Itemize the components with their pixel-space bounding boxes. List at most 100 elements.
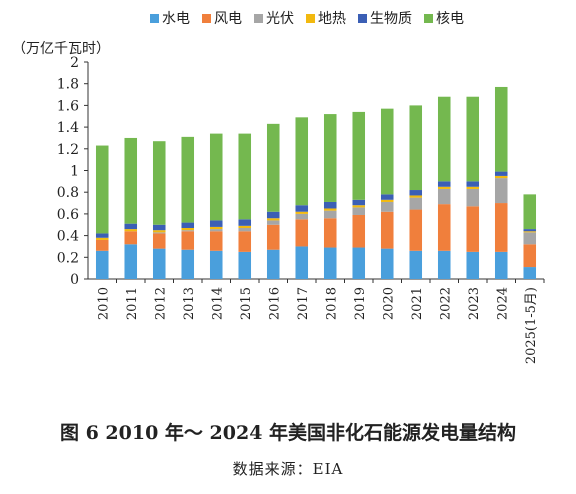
bar-segment-生物质-2012 (152, 224, 166, 231)
bar-segment-地热-2019 (352, 205, 366, 208)
bar-segment-光伏-2025(1-5月) (523, 232, 537, 245)
plot-area: 0 0.2 0.4 0.6 0.8 1 1.2 1.4 1.6 1.8 2 2010 2011 2012 2… (57, 55, 545, 364)
bar-segment-光伏-2022 (437, 188, 451, 205)
bar-segment-核电-2014 (209, 133, 223, 221)
bar-segment-光伏-2014 (209, 229, 223, 232)
bar-segment-地热-2025(1-5月) (523, 231, 537, 233)
bar-segment-水电-2014 (209, 250, 223, 279)
bar-segment-生物质-2011 (124, 223, 138, 230)
bar-segment-风电-2013 (181, 231, 195, 250)
bar-segment-水电-2022 (437, 250, 451, 279)
data-source-note: 数据来源：EIA (232, 460, 344, 478)
bar-segment-地热-2017 (295, 211, 309, 214)
bar-segment-光伏-2013 (181, 230, 195, 232)
legend-item: 风电 (202, 8, 242, 28)
y-tick-label: 1.8 (57, 77, 79, 93)
legend-item: 地热 (306, 8, 346, 28)
y-tick-label: 2 (70, 55, 79, 71)
y-tick-label: 0.8 (57, 185, 79, 201)
bar-segment-风电-2012 (152, 233, 166, 249)
bar-segment-水电-2020 (380, 248, 394, 279)
bar-segment-光伏-2017 (295, 213, 309, 220)
bar-segment-地热-2021 (409, 195, 423, 198)
bar-segment-风电-2024 (494, 203, 508, 252)
bar-segment-生物质-2014 (209, 220, 223, 227)
legend-item: 生物质 (358, 8, 412, 28)
bar-segment-核电-2015 (238, 133, 252, 220)
figure-caption: 图 6 2010 年～ 2024 年美国非化石能源发电量结构 (59, 422, 517, 444)
bar-segment-光伏-2018 (323, 210, 337, 219)
bar-segment-地热-2022 (437, 186, 451, 189)
x-tick-label: 2018 (324, 287, 339, 320)
x-tick-label: 2019 (353, 287, 368, 320)
bar-segment-水电-2019 (352, 247, 366, 279)
legend-swatch (254, 13, 263, 23)
x-tick-label: 2025(1-5月) (524, 287, 539, 364)
y-tick-label: 1 (70, 164, 79, 180)
legend-label: 水电 (162, 11, 190, 27)
bar-segment-生物质-2016 (266, 211, 280, 219)
bar-segment-核电-2024 (494, 86, 508, 172)
bar-segment-光伏-2015 (238, 228, 252, 232)
bar-segment-水电-2018 (323, 247, 337, 279)
y-tick-label: 0.2 (57, 250, 79, 266)
bar-segment-地热-2015 (238, 225, 252, 229)
bar-segment-光伏-2020 (380, 201, 394, 212)
bar-segment-地热-2023 (466, 186, 480, 189)
x-tick-label: 2015 (239, 287, 254, 320)
legend-swatch (150, 13, 159, 23)
bar-segment-风电-2020 (380, 211, 394, 249)
bar-segment-核电-2022 (437, 96, 451, 182)
bar-segment-水电-2011 (124, 244, 138, 279)
bar-segment-地热-2020 (380, 199, 394, 202)
bar-segment-生物质-2025(1-5月) (523, 229, 537, 232)
bar-segment-核电-2011 (124, 137, 138, 224)
bar-segment-光伏-2019 (352, 207, 366, 215)
x-tick-label: 2010 (96, 287, 111, 320)
bar-segment-光伏-2023 (466, 188, 480, 207)
y-tick-label: 1.4 (57, 120, 79, 136)
bar-segment-核电-2013 (181, 136, 195, 223)
y-tick-label: 1.2 (57, 142, 79, 158)
x-tick-label: 2014 (210, 287, 225, 320)
bar-segment-水电-2015 (238, 251, 252, 279)
legend-label: 风电 (214, 11, 242, 27)
x-tick-label: 2012 (153, 287, 168, 320)
bar-segment-水电-2021 (409, 250, 423, 279)
y-tick-label: 1.6 (57, 98, 79, 114)
y-tick-label: 0.6 (57, 207, 79, 223)
bar-segment-地热-2011 (124, 229, 138, 232)
bar-segment-生物质-2024 (494, 171, 508, 176)
x-tick-label: 2024 (495, 287, 510, 320)
x-tick-label: 2023 (467, 287, 482, 320)
bar-segment-生物质-2023 (466, 181, 480, 187)
bar-segment-核电-2025(1-5月) (523, 194, 537, 230)
bar-segment-水电-2025(1-5月) (523, 267, 537, 279)
legend-label: 地热 (318, 11, 346, 27)
chart-legend: 水电 风电 光伏 地热 生物质 核电 (150, 8, 464, 28)
bar-segment-风电-2011 (124, 231, 138, 245)
bar-segment-光伏-2024 (494, 178, 508, 204)
x-tick-label: 2011 (125, 287, 140, 320)
y-tick-label: 0.4 (57, 229, 79, 245)
bar-segment-风电-2017 (295, 219, 309, 247)
bar-segment-核电-2020 (380, 108, 394, 195)
x-tick-label: 2016 (267, 287, 282, 320)
bar-segment-生物质-2013 (181, 222, 195, 229)
bar-segment-核电-2016 (266, 123, 280, 212)
bar-segment-水电-2013 (181, 249, 195, 279)
bar-segment-地热-2014 (209, 226, 223, 230)
bar-segment-地热-2010 (95, 237, 109, 240)
bar-segment-水电-2024 (494, 251, 508, 279)
bar-segment-生物质-2022 (437, 181, 451, 187)
bar-segment-风电-2019 (352, 214, 366, 248)
legend-swatch (202, 13, 211, 23)
bar-segment-风电-2021 (409, 209, 423, 251)
x-tick-label: 2013 (182, 287, 197, 320)
bar-segment-生物质-2015 (238, 219, 252, 226)
bar-segment-光伏-2012 (152, 232, 166, 234)
bar-segment-水电-2017 (295, 246, 309, 279)
bar-segment-地热-2024 (494, 175, 508, 179)
bar-segment-地热-2012 (152, 230, 166, 233)
